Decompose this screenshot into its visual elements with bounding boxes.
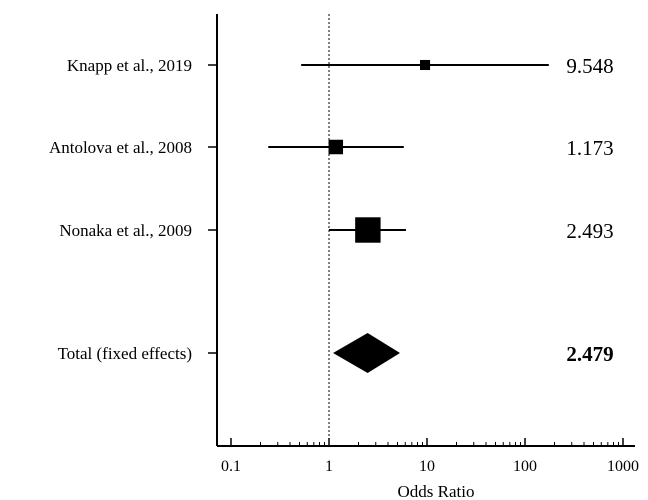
pooled-row: Total (fixed effects) 2.479 <box>58 333 614 373</box>
study-label: Antolova et al., 2008 <box>49 138 192 157</box>
x-tick-label: 1 <box>325 458 333 475</box>
study-label: Knapp et al., 2019 <box>67 56 192 75</box>
point-estimate-box <box>355 217 381 243</box>
pooled-odds-ratio-value: 2.479 <box>566 342 613 366</box>
study-label: Nonaka et al., 2009 <box>59 221 192 240</box>
study-row: Nonaka et al., 2009 2.493 <box>59 217 614 243</box>
x-axis-title: Odds Ratio <box>398 482 475 500</box>
odds-ratio-value: 1.173 <box>566 136 613 160</box>
study-rows: Knapp et al., 2019 9.548 Antolova et al., … <box>49 54 614 243</box>
x-tick-label: 100 <box>513 458 537 475</box>
pooled-diamond <box>333 333 400 373</box>
study-row: Knapp et al., 2019 9.548 <box>67 54 614 78</box>
axes: 0.1 1 10 100 1000 Odds Ratio <box>216 14 639 500</box>
point-estimate-box <box>328 139 344 155</box>
study-row: Antolova et al., 2008 1.173 <box>49 136 614 160</box>
x-tick-label: 1000 <box>607 458 639 475</box>
pooled-label: Total (fixed effects) <box>58 344 192 363</box>
odds-ratio-value: 9.548 <box>566 54 613 78</box>
x-axis-ticks <box>230 438 624 446</box>
x-tick-label: 10 <box>419 458 435 475</box>
odds-ratio-value: 2.493 <box>566 219 613 243</box>
point-estimate-box <box>419 59 431 71</box>
x-axis-tick-labels: 0.1 1 10 100 1000 <box>221 458 639 475</box>
x-tick-label: 0.1 <box>221 458 241 475</box>
